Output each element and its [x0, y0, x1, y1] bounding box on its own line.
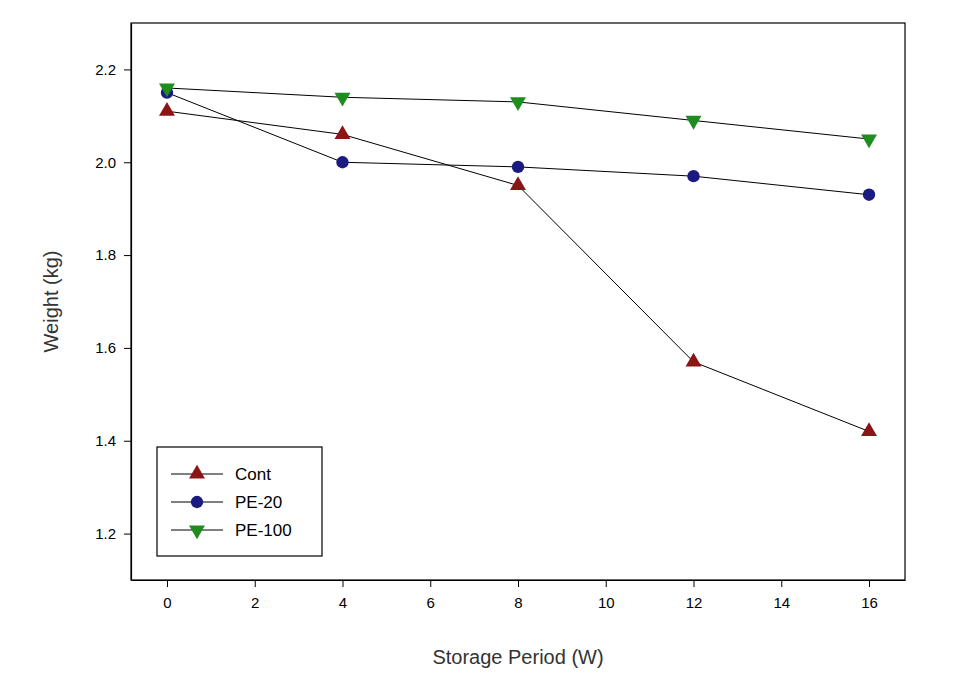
- series-line: [167, 111, 869, 431]
- tick-mark: [694, 580, 695, 587]
- y-axis: 1.2 1.4 1.6 1.8 2.0 2.2: [95, 24, 131, 581]
- tick-label: 2.2: [95, 61, 116, 78]
- marker: [863, 189, 875, 201]
- tick-label: 1.6: [95, 339, 116, 356]
- tick-mark: [124, 162, 131, 163]
- tick-label: 4: [339, 594, 347, 611]
- tick: 16: [861, 580, 878, 611]
- tick-label: 6: [427, 594, 435, 611]
- tick-label: 1.2: [95, 525, 116, 542]
- tick-mark: [124, 69, 131, 70]
- tick: 2.2: [95, 61, 131, 78]
- tick: 6: [427, 580, 435, 611]
- legend-label: PE-20: [235, 493, 282, 512]
- marker: [861, 134, 877, 148]
- tick: 2.0: [95, 154, 131, 171]
- series-group: [159, 83, 877, 436]
- marker: [861, 422, 877, 436]
- tick-label: 12: [686, 594, 703, 611]
- tick-label: 8: [514, 594, 522, 611]
- legend-box: [157, 447, 322, 556]
- plot: 0 2 4 6 8 10 12 14 16 1.2 1.4 1.6 1.8 2.0 2.2 Cont PE-20…: [95, 23, 905, 611]
- tick-mark: [124, 255, 131, 256]
- tick: 2: [251, 580, 259, 611]
- chart: 0 2 4 6 8 10 12 14 16 1.2 1.4 1.6 1.8 2.0 2.2 Cont PE-20…: [0, 0, 959, 684]
- marker: [159, 102, 175, 116]
- tick-mark: [124, 348, 131, 349]
- marker: [159, 83, 175, 97]
- tick-label: 2.0: [95, 154, 116, 171]
- legend-marker: [189, 465, 205, 479]
- tick: 0: [163, 580, 171, 611]
- tick-mark: [430, 580, 431, 587]
- tick: 10: [598, 580, 615, 611]
- series-line: [167, 88, 869, 139]
- marker: [510, 176, 526, 190]
- tick: 14: [773, 580, 790, 611]
- tick-label: 1.8: [95, 246, 116, 263]
- tick-label: 14: [773, 594, 790, 611]
- series-line: [167, 93, 869, 195]
- tick-label: 2: [251, 594, 259, 611]
- x-axis-title: Storage Period (W): [432, 646, 603, 668]
- legend-label: Cont: [235, 465, 271, 484]
- tick-label: 16: [861, 594, 878, 611]
- legend-marker: [191, 496, 203, 508]
- tick: 12: [686, 580, 703, 611]
- axis-line: [131, 24, 132, 581]
- tick: 1.4: [95, 432, 131, 449]
- tick: 8: [514, 580, 522, 611]
- marker: [510, 97, 526, 111]
- tick-label: 10: [598, 594, 615, 611]
- marker: [686, 353, 702, 367]
- tick-mark: [869, 580, 870, 587]
- tick: 1.6: [95, 339, 131, 356]
- tick: 1.2: [95, 525, 131, 542]
- marker: [336, 156, 348, 168]
- marker: [686, 116, 702, 130]
- marker: [687, 170, 699, 182]
- legend: Cont PE-20 PE-100: [157, 447, 322, 556]
- tick-label: 0: [163, 594, 171, 611]
- tick-mark: [167, 580, 168, 587]
- marker: [512, 161, 524, 173]
- marker: [335, 93, 351, 107]
- tick-label: 1.4: [95, 432, 116, 449]
- tick: 1.8: [95, 246, 131, 263]
- marker: [335, 125, 351, 139]
- tick-mark: [518, 580, 519, 587]
- tick-mark: [342, 580, 343, 587]
- legend-label: PE-100: [235, 521, 292, 540]
- tick-mark: [124, 534, 131, 535]
- tick-mark: [781, 580, 782, 587]
- legend-marker: [189, 525, 205, 539]
- tick-mark: [255, 580, 256, 587]
- x-axis: 0 2 4 6 8 10 12 14 16: [132, 580, 906, 611]
- y-axis-title: Weight (kg): [40, 251, 62, 353]
- tick: 4: [339, 580, 347, 611]
- tick-mark: [124, 441, 131, 442]
- tick-mark: [606, 580, 607, 587]
- plot-frame: [131, 23, 905, 580]
